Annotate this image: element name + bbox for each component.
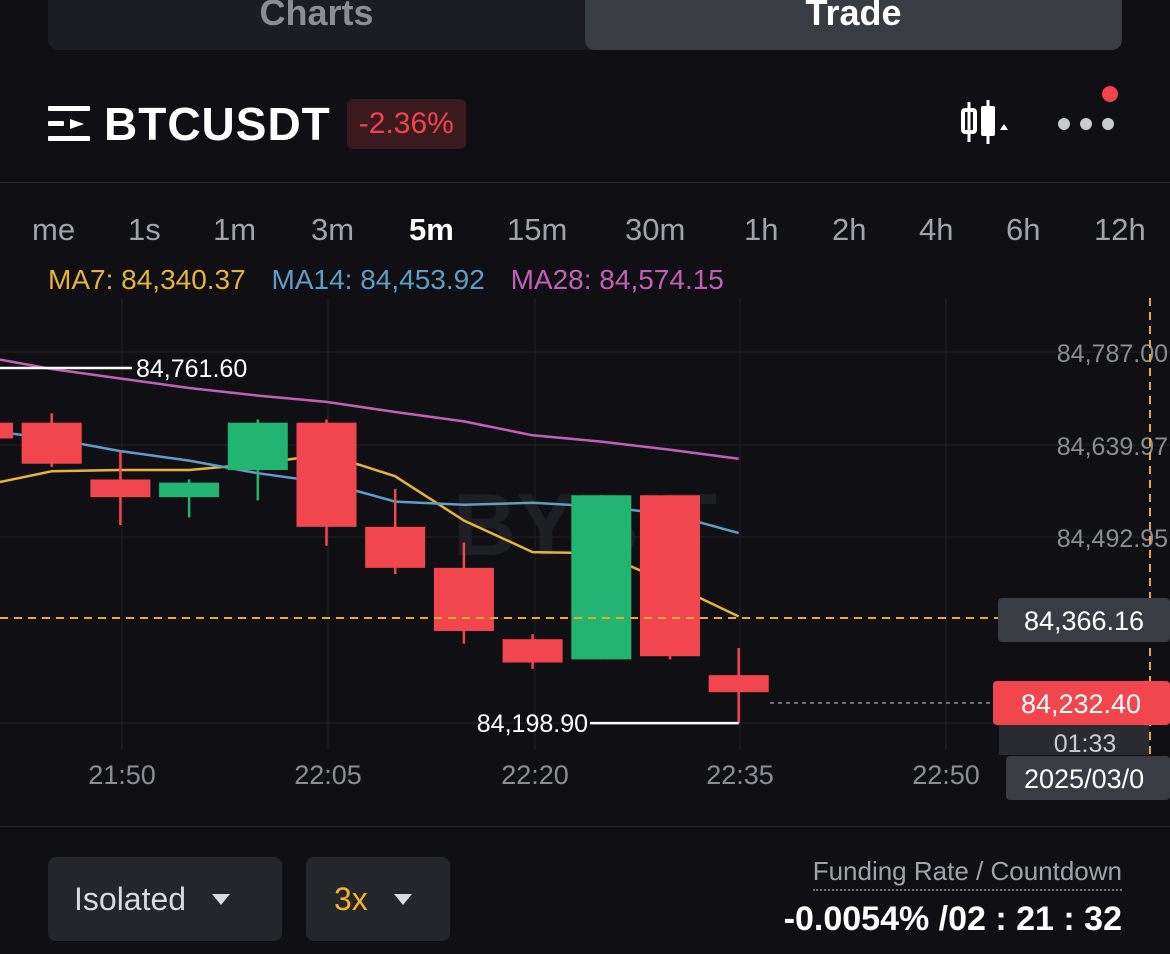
chart-grid — [0, 298, 1170, 750]
interval-3m[interactable]: 3m — [311, 212, 355, 247]
crosshair-price-box — [998, 598, 1170, 642]
time-axis-label: 22:05 — [294, 760, 362, 790]
candlestick-chart[interactable]: BYBIT 84,787.0084,639.9784,492.9521:5022… — [0, 298, 1170, 808]
symbol-header: BTCUSDT -2.36% — [48, 92, 466, 156]
margin-mode-dropdown[interactable]: Isolated — [48, 857, 282, 941]
interval-4h[interactable]: 4h — [919, 212, 954, 247]
funding-rate-value: -0.0054% /02 : 21 : 32 — [783, 900, 1122, 938]
price-axis-label: 84,787.00 — [1057, 340, 1168, 368]
candle-body — [571, 495, 632, 660]
notification-dot — [1102, 86, 1118, 102]
countdown-label: 01:33 — [1054, 730, 1117, 758]
interval-5m[interactable]: 5m — [409, 212, 454, 247]
candle-body — [0, 422, 13, 439]
interval-1m[interactable]: 1m — [213, 212, 257, 247]
ma-indicator-row: MA7: 84,340.37 MA14: 84,453.92 MA28: 84,… — [48, 264, 742, 296]
crosshair-date-label: 2025/03/0 — [1024, 764, 1144, 794]
candle-body — [21, 422, 82, 464]
header-actions — [960, 86, 1118, 152]
symbol-name[interactable]: BTCUSDT — [104, 98, 331, 150]
candle-body — [227, 422, 288, 471]
chart-divider — [0, 826, 1170, 827]
more-dots-icon[interactable] — [1058, 86, 1118, 132]
candle-body — [640, 495, 700, 657]
time-axis-label: 22:35 — [706, 760, 774, 790]
current-price-box — [993, 681, 1170, 725]
candle-body — [433, 567, 494, 631]
interval-time[interactable]: me — [32, 212, 76, 247]
tab-trade[interactable]: Trade — [585, 0, 1122, 50]
current-price-label: 84,232.40 — [1021, 689, 1141, 719]
margin-mode-label: Isolated — [74, 880, 187, 917]
candle-body — [708, 675, 769, 693]
interval-1h[interactable]: 1h — [744, 212, 779, 247]
interval-15m[interactable]: 15m — [507, 212, 568, 247]
ma-line-ma28 — [0, 358, 739, 460]
funding-rate-label[interactable]: Funding Rate / Countdown — [812, 856, 1122, 891]
interval-selector: me 1s 1m 3m 5m 15m 30m 1h 2h 4h 6h 12h — [0, 212, 1170, 256]
ma7-indicator: MA7: 84,340.37 — [48, 264, 246, 295]
chevron-down-icon — [212, 893, 231, 905]
time-axis-label: 21:50 — [88, 760, 156, 790]
time-axis-label: 22:50 — [912, 760, 980, 790]
chevron-down-icon — [393, 893, 412, 905]
price-change-badge: -2.36% — [346, 99, 466, 149]
candle-body — [502, 639, 563, 663]
interval-6h[interactable]: 6h — [1006, 212, 1041, 247]
header-divider — [0, 182, 1170, 183]
candle-body — [159, 482, 220, 498]
leverage-label: 3x — [334, 880, 368, 917]
menu-icon[interactable] — [48, 106, 90, 142]
chart-annotations: 84,787.00 84,639.97 84,492.95 21:50 22:05 22:… — [0, 298, 1170, 800]
candlestick-icon[interactable] — [960, 100, 1012, 144]
countdown-box — [999, 725, 1149, 755]
tab-charts[interactable]: Charts — [259, 0, 374, 33]
time-axis-label: 22:20 — [501, 760, 569, 790]
ma28-indicator: MA28: 84,574.15 — [510, 264, 724, 295]
price-axis-label: 84,639.97 — [1057, 433, 1168, 461]
crosshair-price-label: 84,366.16 — [1024, 606, 1144, 636]
interval-30m[interactable]: 30m — [625, 212, 686, 247]
leverage-dropdown[interactable]: 3x — [306, 857, 450, 941]
price-axis-label: 84,492.95 — [1057, 525, 1168, 553]
low-price-label: 84,198.90 — [477, 710, 588, 738]
high-price-label: 84,761.60 — [136, 355, 247, 383]
candle-body — [296, 422, 357, 527]
interval-2h[interactable]: 2h — [832, 212, 867, 247]
crosshair-date-box — [1006, 756, 1170, 800]
candle-body — [90, 479, 151, 498]
candle-body — [365, 526, 426, 568]
candles — [0, 413, 769, 724]
interval-1s[interactable]: 1s — [128, 212, 161, 247]
interval-12h[interactable]: 12h — [1094, 212, 1146, 247]
top-tab-bar: Charts Trade — [48, 0, 1122, 50]
ma14-indicator: MA14: 84,453.92 — [271, 264, 485, 295]
